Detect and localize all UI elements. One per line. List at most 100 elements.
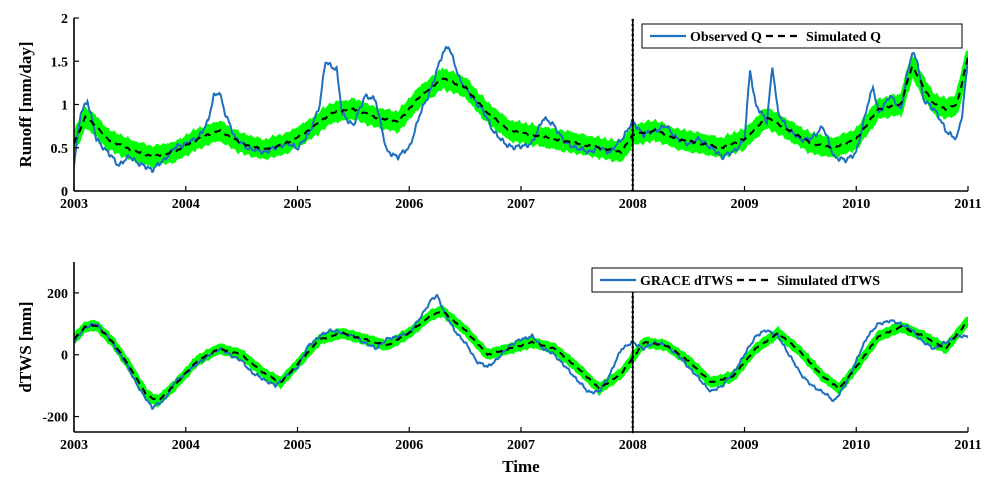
legend-label: GRACE dTWS [640,274,733,289]
y-tick-label: 1 [61,99,68,114]
divider-dot [631,330,635,334]
subplot-2: 2003 2004 2005 2006 2007 2008 2009 2010 2011 -200… [16,262,982,476]
divider-dot [631,365,635,369]
x-tick-label: 2008 [619,438,647,453]
legend: GRACE dTWS Simulated dTWS [591,267,963,293]
x-tick-label: 2005 [284,197,312,212]
x-tick-label: 2006 [395,438,423,453]
y-tick-label: 0 [61,349,68,364]
divider-dot [631,108,635,112]
x-axis-label: Time [502,457,540,476]
divider-dot [631,93,635,97]
divider-dot [631,118,635,122]
divider-dot [631,88,635,92]
divider-dot [631,405,635,409]
divider-dot [631,168,635,172]
divider-dot [631,123,635,127]
x-tick-label: 2007 [507,438,535,453]
divider-dot [631,158,635,162]
divider-dot [631,18,635,22]
y-tick-label: 0.5 [51,142,69,157]
divider-dot [631,350,635,354]
divider-dot [631,83,635,87]
divider-dot [631,355,635,359]
divider-dot [631,128,635,132]
x-tick-label: 2003 [60,197,88,212]
divider-dot [631,78,635,82]
y-axis-label: Runoff [mm/day] [16,41,35,167]
series-line-observed [74,45,968,174]
series-line-simulated [74,310,968,402]
divider-dot [631,370,635,374]
y-tick-label: -200 [42,411,68,426]
divider-dot [631,58,635,62]
ensemble-member [74,306,968,399]
divider-dot [631,103,635,107]
x-tick-label: 2010 [842,197,870,212]
ensemble-member [74,311,968,408]
divider-dot [631,23,635,27]
divider-dot [631,178,635,182]
x-tick-label: 2008 [619,197,647,212]
x-tick-label: 2004 [172,197,200,212]
divider-dot [631,375,635,379]
x-tick-label: 2003 [60,438,88,453]
y-tick-label: 1.5 [51,55,69,70]
legend: Observed Q Simulated Q [641,23,963,49]
divider-dot [631,113,635,117]
x-tick-label: 2004 [172,438,200,453]
divider-dot [631,410,635,414]
x-tick-label: 2011 [954,197,981,212]
divider-dot [631,310,635,314]
x-tick-label: 2010 [842,438,870,453]
divider-dot [631,300,635,304]
divider-dot [631,33,635,37]
divider-dot [631,295,635,299]
divider-dot [631,163,635,167]
legend-label: Simulated dTWS [777,274,880,289]
divider-dot [631,133,635,137]
x-tick-label: 2005 [284,438,312,453]
divider-dot [631,340,635,344]
divider-dot [631,320,635,324]
divider-dot [631,315,635,319]
divider-dot [631,385,635,389]
divider-dot [631,325,635,329]
divider-dot [631,63,635,67]
divider-dot [631,183,635,187]
divider-dot [631,48,635,52]
divider-dot [631,43,635,47]
divider-dot [631,53,635,57]
x-tick-label: 2006 [395,197,423,212]
divider-dot [631,68,635,72]
y-tick-label: 200 [47,287,68,302]
divider-dot [631,73,635,77]
divider-dot [631,430,635,434]
y-axis-label: dTWS [mm] [16,301,35,392]
divider-dot [631,148,635,152]
divider-dot [631,380,635,384]
divider-dot [631,305,635,309]
series-line-simulated [74,57,968,159]
divider-dot [631,425,635,429]
divider-dot [631,345,635,349]
divider-dot [631,420,635,424]
divider-dot [631,395,635,399]
legend-box [641,23,963,49]
y-tick-label: 2 [61,12,68,27]
x-tick-label: 2009 [731,438,759,453]
divider-dot [631,28,635,32]
divider-dot [631,138,635,142]
y-tick-label: 0 [61,185,68,200]
divider-dot [631,173,635,177]
legend-label: Simulated Q [806,30,881,45]
x-tick-label: 2007 [507,197,535,212]
divider-dot [631,390,635,394]
divider-dot [631,335,635,339]
divider-dot [631,415,635,419]
legend-label: Observed Q [690,30,762,45]
divider-dot [631,38,635,42]
divider-dot [631,400,635,404]
ensemble-band [74,50,968,169]
